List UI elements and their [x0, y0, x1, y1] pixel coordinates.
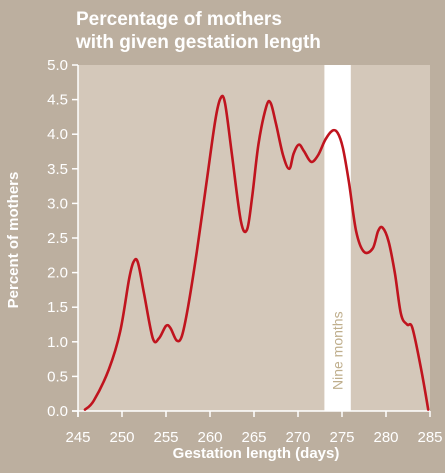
x-tick-label: 265	[241, 429, 266, 446]
chart-title-line-1: Percentage of mothers	[76, 9, 282, 30]
y-axis-title: Percent of mothers	[5, 172, 22, 309]
y-tick-label: 0.0	[47, 403, 68, 420]
chart-title: Percentage of mothers with given gestati…	[76, 8, 436, 54]
highlight-band	[324, 65, 351, 411]
y-tick-label: 0.5	[47, 368, 68, 385]
y-tick-label: 2.0	[47, 265, 68, 282]
y-tick-label: 1.5	[47, 299, 68, 316]
y-tick-label: 2.5	[47, 230, 68, 247]
y-tick-label: 3.0	[47, 195, 68, 212]
x-tick-label: 270	[285, 429, 310, 446]
x-tick-label: 260	[197, 429, 222, 446]
chart-title-line-2: with given gestation length	[76, 32, 321, 53]
y-tick-label: 4.0	[47, 126, 68, 143]
y-tick-label: 5.0	[47, 57, 68, 74]
band-label: Nine months	[330, 311, 346, 390]
x-tick-label: 280	[373, 429, 398, 446]
y-tick-label: 3.5	[47, 161, 68, 178]
x-tick-label: 255	[153, 429, 178, 446]
x-tick-label: 275	[329, 429, 354, 446]
x-tick-label: 245	[65, 429, 90, 446]
y-tick-label: 4.5	[47, 92, 68, 109]
plot-area	[78, 65, 430, 411]
y-tick-label: 1.0	[47, 334, 68, 351]
axes: 0.0 0.5 1.0 1.5 2.0 2.5 3.0 3.5 4.0 4.5 5.0 245 250 2…	[47, 57, 442, 446]
x-tick-label: 285	[417, 429, 442, 446]
series-line	[83, 94, 430, 411]
x-tick-label: 250	[109, 429, 134, 446]
x-axis-title: Gestation length (days)	[173, 445, 340, 462]
